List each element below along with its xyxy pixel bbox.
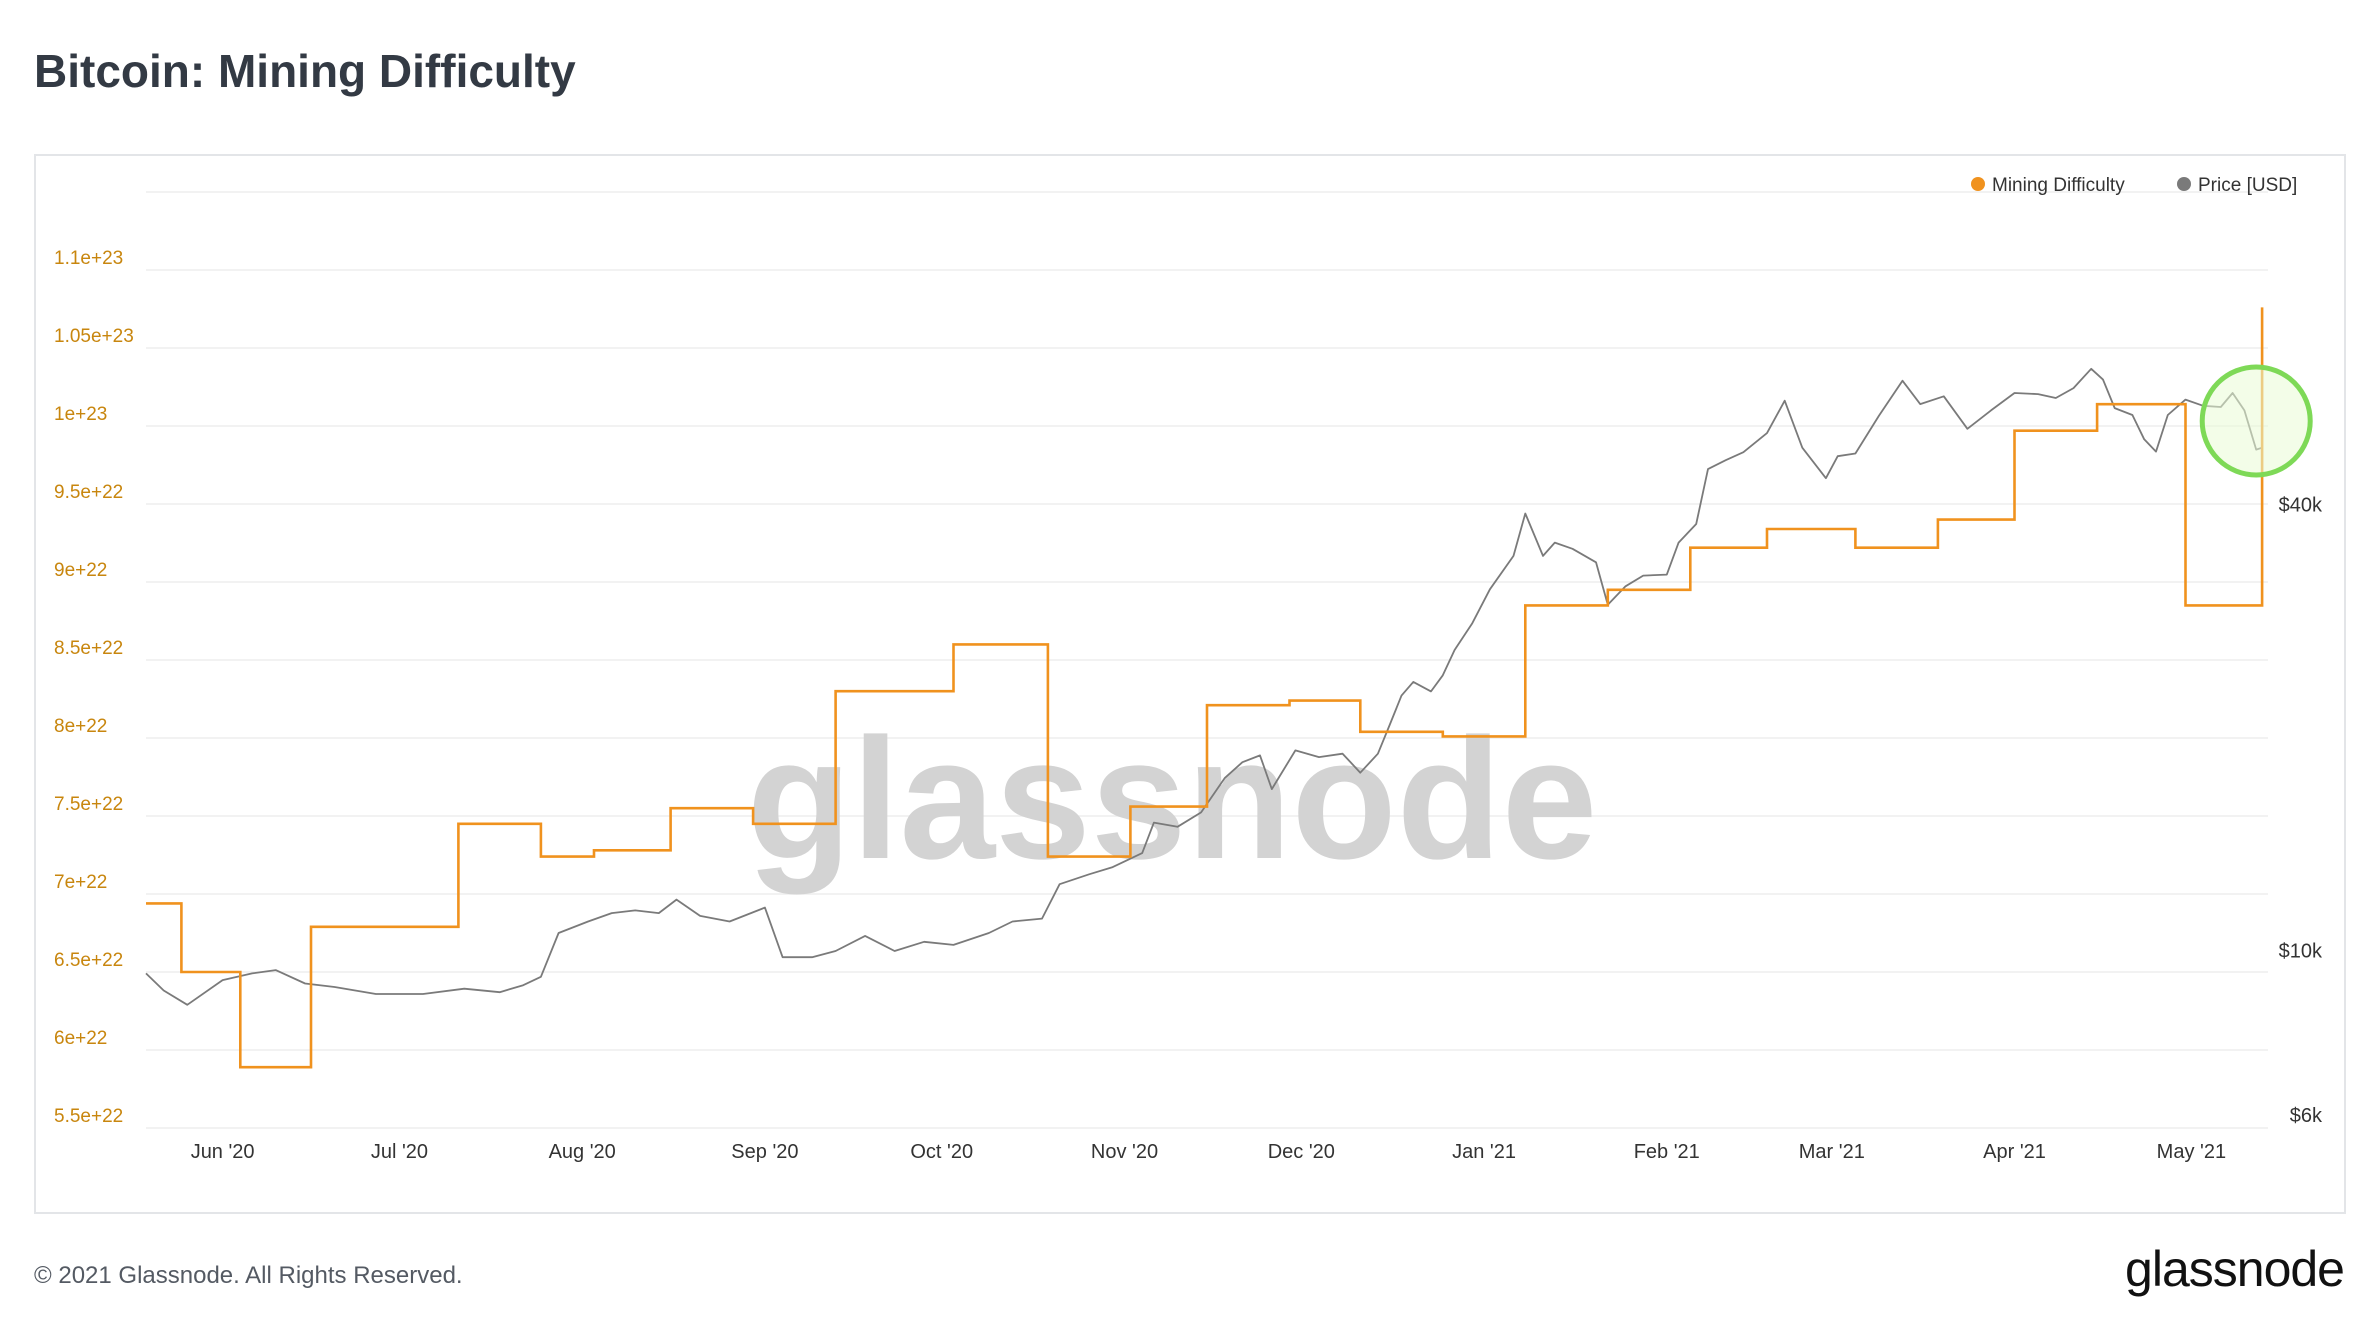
x-axis: Jun '20 Jul '20 Aug '20 Sep '20 Oct '20 Nov '…	[191, 1141, 2226, 1163]
x-tick-label: May '21	[2157, 1141, 2226, 1163]
left-tick-label: 9.5e+22	[54, 482, 123, 503]
left-tick-label: 1.1e+23	[54, 248, 123, 269]
left-tick-label: 7.5e+22	[54, 794, 123, 815]
series-layer	[145, 307, 2264, 1069]
chart-panel: glassnode 5.5e+22 6e+22 6.5e+22 7e+22 7.5e+2…	[34, 154, 2346, 1214]
x-tick-label: Mar '21	[1799, 1141, 1865, 1163]
left-tick-label: 8e+22	[54, 716, 107, 737]
legend[interactable]: Mining Difficulty Price [USD]	[1971, 175, 2297, 196]
difficulty-series-line	[146, 307, 2264, 1069]
left-tick-label: 8.5e+22	[54, 638, 123, 659]
x-tick-label: Apr '21	[1983, 1141, 2046, 1163]
left-tick-label: 6.5e+22	[54, 950, 123, 971]
legend-label-difficulty[interactable]: Mining Difficulty	[1992, 175, 2125, 196]
legend-label-price[interactable]: Price [USD]	[2198, 175, 2297, 196]
left-axis: 5.5e+22 6e+22 6.5e+22 7e+22 7.5e+22 8e+22 8.5e…	[54, 248, 134, 1127]
left-tick-label: 1.05e+23	[54, 326, 134, 347]
price-series-line	[145, 367, 2263, 1006]
x-tick-label: Jan '21	[1452, 1141, 1516, 1163]
left-tick-label: 6e+22	[54, 1028, 107, 1049]
x-tick-label: Jun '20	[191, 1141, 255, 1163]
watermark: glassnode	[747, 703, 1598, 895]
left-tick-label: 1e+23	[54, 404, 107, 425]
copyright-footer: © 2021 Glassnode. All Rights Reserved.	[34, 1262, 463, 1289]
x-tick-label: Feb '21	[1634, 1141, 1700, 1163]
x-tick-label: Oct '20	[910, 1141, 973, 1163]
legend-dot-price[interactable]	[2177, 177, 2191, 191]
left-tick-label: 7e+22	[54, 872, 107, 893]
annotation-layer	[2199, 364, 2313, 478]
glassnode-logo[interactable]: glassnode	[2125, 1241, 2345, 1297]
right-tick-label: $40k	[2279, 495, 2323, 517]
right-tick-label: $6k	[2290, 1105, 2323, 1127]
right-tick-label: $10k	[2279, 941, 2323, 963]
left-tick-label: 5.5e+22	[54, 1106, 123, 1127]
x-tick-label: Sep '20	[731, 1141, 798, 1163]
x-tick-label: Dec '20	[1268, 1141, 1335, 1163]
chart-svg: glassnode 5.5e+22 6e+22 6.5e+22 7e+22 7.5e+2…	[54, 175, 2323, 1163]
x-tick-label: Jul '20	[371, 1141, 428, 1163]
x-tick-label: Aug '20	[549, 1141, 616, 1163]
grid-layer	[146, 191, 2268, 1129]
legend-dot-difficulty[interactable]	[1971, 177, 1985, 191]
left-tick-label: 9e+22	[54, 560, 107, 581]
right-axis: $6k $10k $40k	[2279, 495, 2323, 1127]
x-tick-label: Nov '20	[1091, 1141, 1158, 1163]
chart-title: Bitcoin: Mining Difficulty	[34, 45, 576, 97]
highlight-circle	[2199, 364, 2313, 478]
